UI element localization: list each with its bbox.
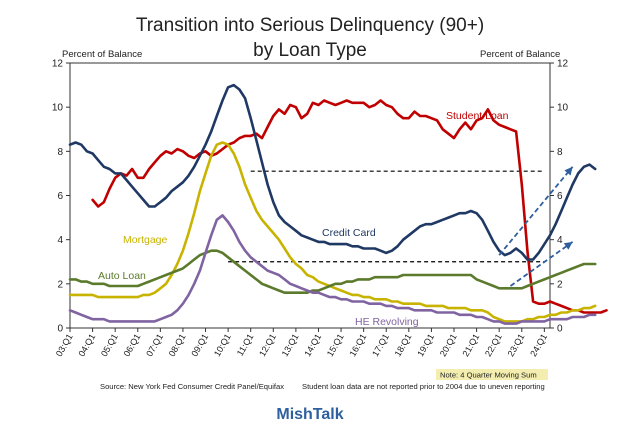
x-tick-label: 21:Q1 xyxy=(460,332,481,358)
label-he-revolving: HE Revolving xyxy=(355,316,419,328)
x-tick-label: 04:Q1 xyxy=(76,332,97,358)
trend-arrows xyxy=(498,166,574,287)
x-tick-label: 06:Q1 xyxy=(122,332,143,358)
trend-arrow-line-0 xyxy=(498,166,574,256)
series-line-he-revolving xyxy=(68,214,597,325)
y-axis-left: 0 2 4 6 8 10 12 xyxy=(52,59,70,335)
y-tick-label-left-0: 0 xyxy=(57,324,63,335)
y-tick-label-left-4: 4 xyxy=(57,235,63,246)
x-tick-label: 05:Q1 xyxy=(99,332,120,358)
y-tick-label-right-2: 2 xyxy=(557,279,563,290)
x-tick-label: 15:Q1 xyxy=(325,332,346,358)
label-credit-card: Credit Card xyxy=(322,227,376,239)
series-line-mortgage xyxy=(68,141,597,323)
x-tick-label: 14:Q1 xyxy=(302,332,323,358)
x-tick-label: 16:Q1 xyxy=(347,332,368,358)
plot-frame xyxy=(69,62,551,329)
label-auto-loan: Auto Loan xyxy=(98,270,146,282)
x-tick-label: 19:Q1 xyxy=(415,332,436,358)
chart-title: Transition into Serious Delinquency (90+… xyxy=(136,15,484,36)
x-axis: 03:Q1 04:Q1 05:Q1 06:Q1 07:Q1 08:Q1 09:Q1 10:Q1… xyxy=(54,328,549,358)
y-tick-label-right-12: 12 xyxy=(557,59,569,70)
y-tick-label-right-8: 8 xyxy=(557,147,563,158)
trend-arrow-head-0 xyxy=(564,166,573,176)
x-tick-label: 24:Q1 xyxy=(528,332,549,358)
y-tick-label-left-2: 2 xyxy=(57,279,63,290)
chart-subtitle: by Loan Type xyxy=(253,40,367,61)
note-highlight xyxy=(436,369,548,380)
x-tick-label: 18:Q1 xyxy=(393,332,414,358)
x-tick-label: 11:Q1 xyxy=(235,332,256,358)
trend-arrow-head-1 xyxy=(563,241,573,250)
x-tick-label: 13:Q1 xyxy=(280,332,301,358)
y-axis-label-right: Percent of Balance xyxy=(480,49,560,60)
y-tick-label-right-0: 0 xyxy=(557,324,563,335)
series-group xyxy=(68,83,608,325)
y-tick-label-right-4: 4 xyxy=(557,235,563,246)
x-tick-label: 10:Q1 xyxy=(212,332,233,358)
footnote-text: Student loan data are not reported prior… xyxy=(302,382,545,391)
y-tick-label-left-6: 6 xyxy=(57,191,63,202)
y-axis-right: 0 2 4 6 8 10 12 xyxy=(550,59,569,335)
trend-arrow-line-1 xyxy=(509,241,574,287)
y-tick-label-right-6: 6 xyxy=(557,191,563,202)
y-axis-label-left: Percent of Balance xyxy=(62,49,142,60)
x-tick-label: 09:Q1 xyxy=(189,332,210,358)
brand-logo: MishTalk xyxy=(276,406,343,423)
source-text: Source: New York Fed Consumer Credit Pan… xyxy=(100,382,284,391)
x-tick-label: 22:Q1 xyxy=(483,332,504,358)
x-tick-label: 12:Q1 xyxy=(257,332,278,358)
series-line-credit-card xyxy=(68,83,597,261)
series-line-auto-loan xyxy=(68,249,597,295)
x-tick-label: 08:Q1 xyxy=(167,332,188,358)
x-tick-label: 07:Q1 xyxy=(144,332,165,358)
reference-lines xyxy=(228,170,544,263)
series-line-student-loan xyxy=(91,99,608,314)
x-tick-label: 17:Q1 xyxy=(370,332,391,358)
y-tick-label-left-10: 10 xyxy=(52,103,64,114)
y-tick-label-left-8: 8 xyxy=(57,147,63,158)
x-tick-label: 20:Q1 xyxy=(438,332,459,358)
note-text: Note: 4 Quarter Moving Sum xyxy=(440,371,537,380)
x-tick-label: 23:Q1 xyxy=(506,332,527,358)
label-student-loan: Student Loan xyxy=(446,110,509,122)
y-tick-label-right-10: 10 xyxy=(557,103,569,114)
label-mortgage: Mortgage xyxy=(123,234,168,246)
y-tick-label-left-12: 12 xyxy=(52,59,64,70)
x-tick-label: 03:Q1 xyxy=(54,332,75,358)
